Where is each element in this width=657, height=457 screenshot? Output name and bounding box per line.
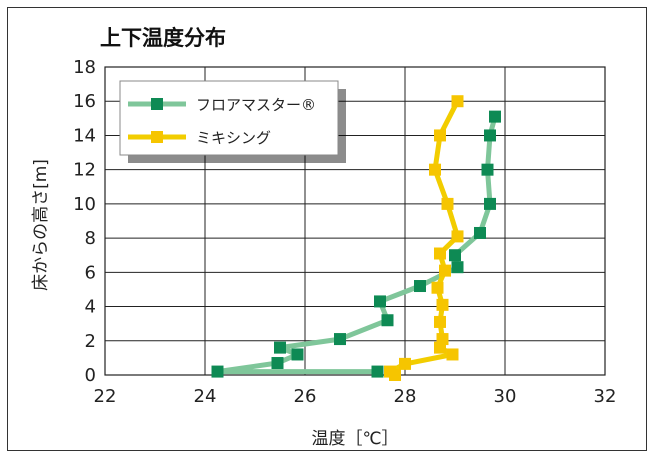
chart-title: 上下温度分布 [100,26,226,50]
legend-label: ミキシング [196,129,271,147]
data-point [381,314,394,327]
data-point [451,261,464,274]
series-line [215,114,498,375]
data-point [414,280,426,293]
series-line [387,98,460,378]
x-tick-label: 26 [294,386,317,407]
y-tick-label: 2 [85,331,96,352]
data-point [434,341,446,354]
data-point [434,247,446,260]
x-tick-label: 30 [494,386,517,407]
y-tick-label: 14 [73,125,96,146]
data-point [451,95,464,108]
data-point [371,365,384,378]
x-tick-label: 22 [94,386,117,407]
series-1 [211,110,501,378]
y-tick-label: 12 [73,160,96,181]
data-point [271,357,284,370]
y-tick-label: 6 [85,262,96,283]
y-tick-label: 8 [85,228,96,249]
data-point [399,357,411,370]
data-point [274,341,286,354]
data-point [211,365,224,378]
data-point [291,348,304,361]
x-axis-label: 温度［℃］ [311,429,398,449]
x-tick-label: 28 [394,386,417,407]
y-axis-label: 床からの高さ[m] [31,159,51,291]
data-point [484,129,496,142]
data-point [484,197,496,210]
data-point [334,333,346,346]
data-point [431,281,444,294]
data-point [446,348,459,361]
legend: フロアマスター® ミキシング [119,80,346,163]
legend-marker [151,131,163,143]
data-point [389,369,401,381]
y-tick-label: 4 [85,297,96,318]
data-point [429,163,441,176]
y-tick-label: 16 [73,91,96,112]
data-point [374,295,386,308]
series-layer [211,95,501,381]
legend-marker [151,98,163,110]
data-point [474,226,486,239]
y-tick-label: 0 [85,365,96,386]
data-point [441,197,454,210]
legend-label: フロアマスター® [196,96,316,114]
data-point [434,315,446,328]
x-tick-label: 32 [594,386,617,407]
data-point [481,163,494,176]
y-tick-label: 18 [73,57,96,78]
data-point [436,298,449,311]
data-point [451,230,464,243]
y-tick-label: 10 [73,194,96,215]
data-point [449,249,461,262]
data-point [434,129,446,142]
data-point [439,264,451,277]
series-2 [384,95,464,381]
data-point [489,110,501,123]
x-tick-label: 24 [194,386,217,407]
